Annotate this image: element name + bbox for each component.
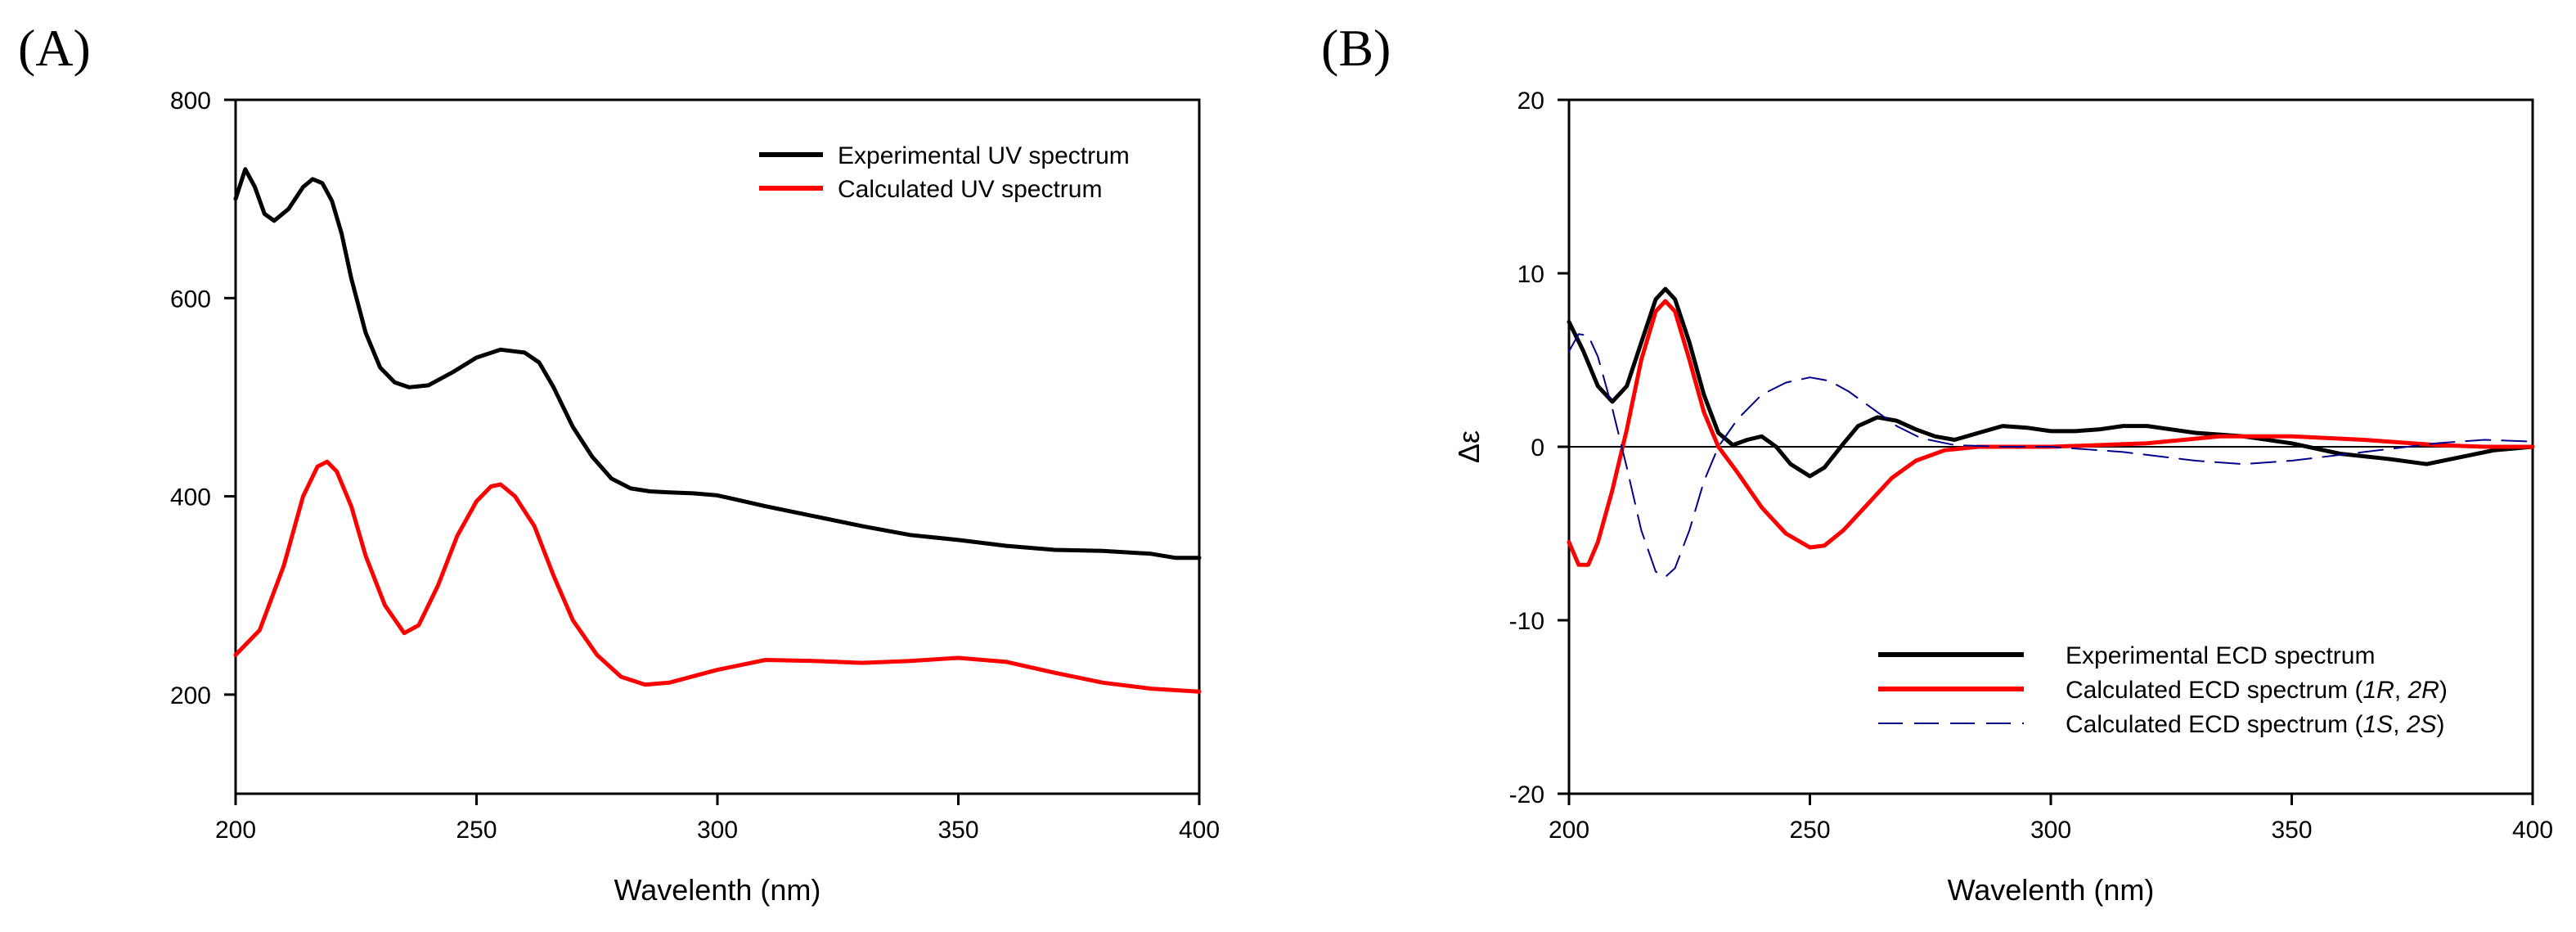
series-line-b-2 [1568,333,2533,578]
series-lines-b [1567,286,2535,578]
x-tick-label-a-2: 300 [697,817,738,844]
legend-b: Experimental ECD spectrum Calculated ECD… [1878,642,2448,738]
legend-label-calculated-ecd-1r2r: Calculated ECD spectrum (1R, 2R) [2066,677,2448,704]
ticks-a: 200 250 300 350 400 200 400 600 800 [170,88,1220,844]
legend-label-experimental-ecd: Experimental ECD spectrum [2066,642,2375,669]
x-axis-title-a: Wavelenth (nm) [614,873,821,907]
x-tick-label-b-1: 250 [1789,817,1830,844]
panel-label-a: (A) [18,19,91,77]
panel-label-b: (B) [1321,19,1391,77]
y-tick-label-b-0: -20 [1509,781,1544,808]
x-tick-label-a-3: 350 [937,817,978,844]
y-tick-label-b-2: 0 [1531,434,1544,461]
x-tick-label-a-0: 200 [215,817,256,844]
panel-a-uv-chart: (A) 200 250 300 350 400 200 400 600 800 Wavelent… [18,19,1220,907]
series-line-a-0 [233,167,1202,561]
legend-a: Experimental UV spectrum Calculated UV s… [759,142,1130,203]
y-tick-label-a-2: 600 [170,286,211,313]
x-tick-label-b-0: 200 [1549,817,1589,844]
legend-label-calculated-ecd-1s2s: Calculated ECD spectrum (1S, 2S) [2066,711,2445,738]
ticks-b: 200 250 300 350 400 -20 -10 0 10 20 [1509,88,2553,844]
x-tick-label-b-3: 350 [2271,817,2312,844]
x-tick-label-a-1: 250 [456,817,497,844]
series-lines-a [233,167,1202,694]
y-tick-label-b-1: -10 [1509,608,1544,635]
y-axis-title-b: Δε [1452,430,1486,463]
series-line-b-1 [1567,299,2535,567]
panel-b-ecd-chart: (B) 200 250 300 350 400 -20 -10 0 10 20 Wavelenth… [1321,19,2553,907]
y-tick-label-a-0: 200 [170,682,211,709]
x-axis-title-b: Wavelenth (nm) [1948,873,2155,907]
x-tick-label-a-4: 400 [1179,817,1220,844]
legend-label-experimental-uv: Experimental UV spectrum [838,142,1130,169]
y-tick-label-a-1: 400 [170,484,211,511]
x-tick-label-b-2: 300 [2030,817,2071,844]
legend-label-calculated-uv: Calculated UV spectrum [838,176,1102,203]
plot-frame-a [234,98,1201,795]
y-tick-label-b-3: 10 [1517,261,1544,288]
y-tick-label-a-3: 800 [170,88,211,115]
series-line-a-1 [233,459,1202,694]
y-tick-label-b-4: 20 [1517,88,1544,115]
x-tick-label-b-4: 400 [2512,817,2553,844]
